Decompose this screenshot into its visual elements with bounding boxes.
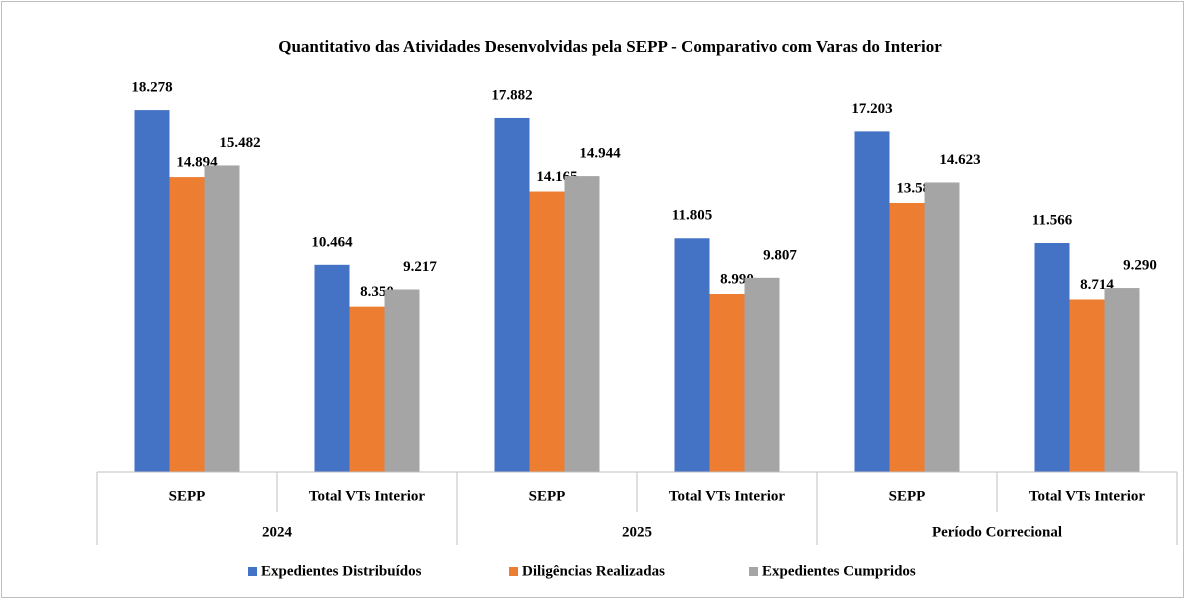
bar [854,131,890,472]
x-tick-label: SEPP [889,488,926,504]
legend-swatch [248,567,257,576]
x-tick-label: SEPP [169,488,206,504]
legend-label: Diligências Realizadas [522,563,665,579]
bar [744,277,780,472]
bar [889,202,925,472]
bar [314,264,350,472]
x-tick-label: Total VTs Interior [669,488,785,504]
bar [1069,299,1105,472]
data-label: 11.566 [1032,212,1073,228]
bar [384,289,420,472]
data-label: 17.203 [851,101,892,117]
legend-label: Expedientes Distribuídos [261,563,422,579]
bar [494,117,530,472]
group-label: 2025 [622,524,652,540]
bar [924,182,960,472]
data-label: 9.217 [403,259,437,275]
data-label: 17.882 [491,87,532,103]
bar [674,238,710,472]
data-label: 14.623 [939,152,980,168]
bar [709,293,745,472]
legend-swatch [749,567,758,576]
data-label: 11.805 [672,208,712,224]
x-tick-label: Total VTs Interior [1029,488,1145,504]
data-label: 18.278 [131,80,172,96]
group-label: Período Correcional [932,524,1062,540]
chart-title: Quantitativo das Atividades Desenvolvida… [278,37,942,56]
bar [1104,288,1140,472]
bar [1034,242,1070,472]
bar [529,191,565,472]
legend-label: Expedientes Cumpridos [762,563,916,579]
data-label: 9.807 [763,247,797,263]
bar [204,165,240,472]
legend-swatch [509,567,518,576]
data-label: 10.464 [311,234,353,250]
data-label: 14.944 [579,146,621,162]
bar [134,110,170,473]
bar [349,306,385,472]
x-tick-label: Total VTs Interior [309,488,425,504]
bar [564,176,600,472]
bar [169,177,205,472]
data-label: 9.290 [1123,257,1157,273]
data-label: 15.482 [219,135,260,151]
x-tick-label: SEPP [529,488,566,504]
group-label: 2024 [262,524,293,540]
